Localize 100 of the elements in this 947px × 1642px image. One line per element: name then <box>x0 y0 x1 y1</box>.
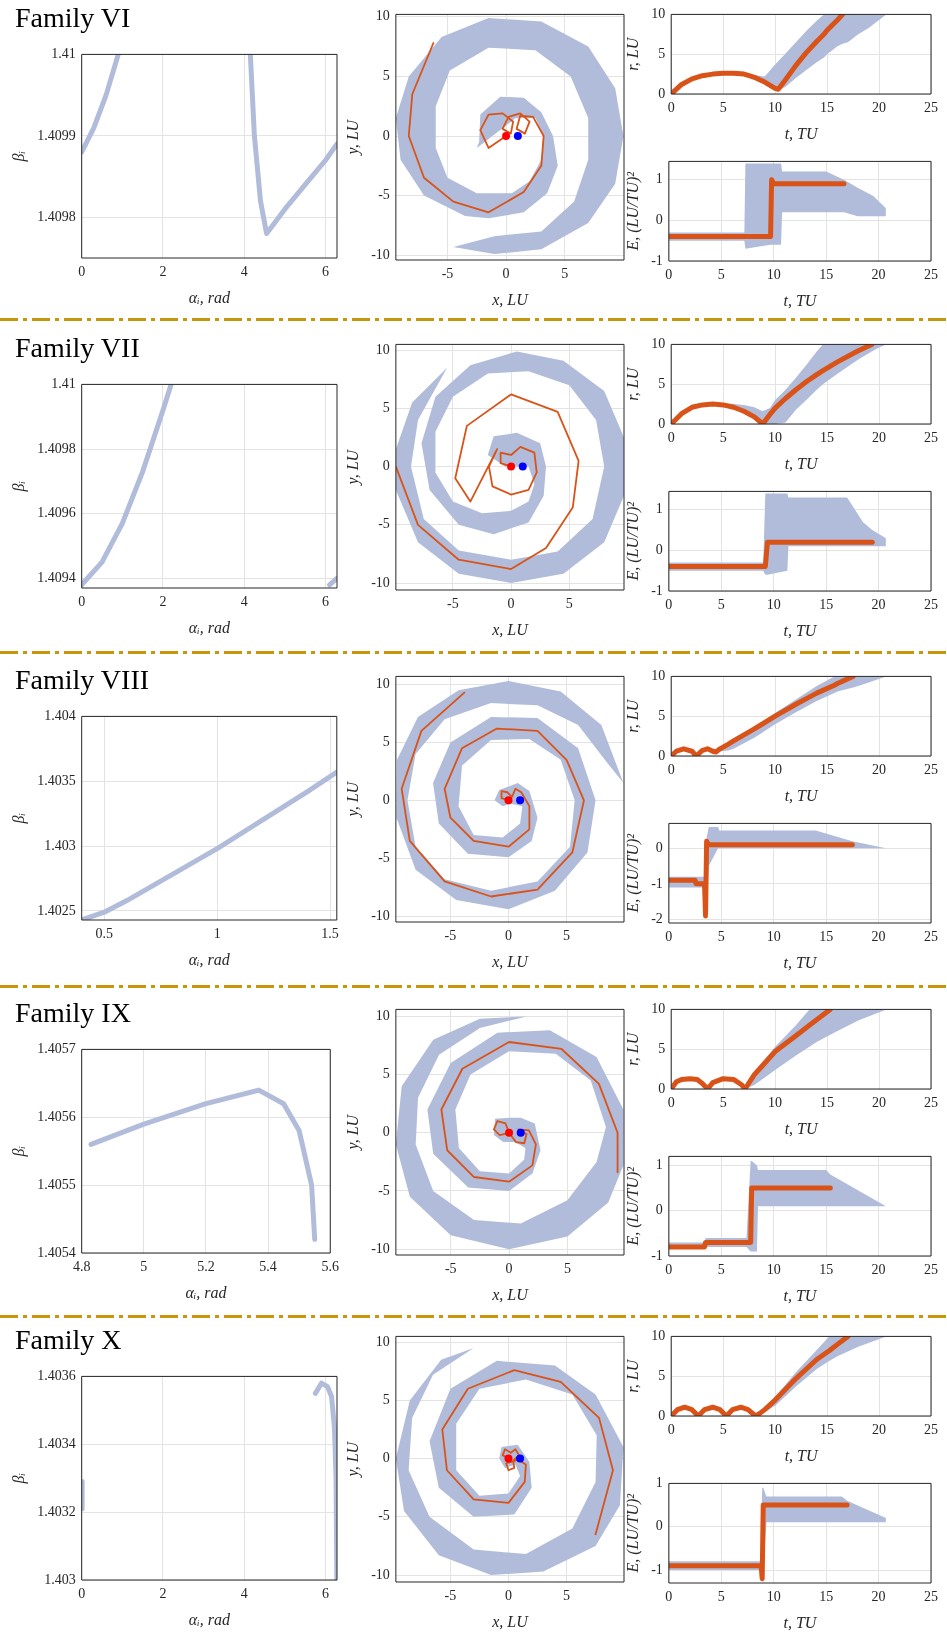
x-tick-label: 0 <box>504 1588 512 1604</box>
x-axis-title: t, TU <box>784 454 819 472</box>
chart-title: Family VI <box>15 2 131 34</box>
y-tick-label: 1.4032 <box>37 1503 76 1519</box>
x-tick-label: 0 <box>507 596 515 612</box>
y-tick-label: 0 <box>382 1124 390 1140</box>
chart-title: Family VIII <box>15 664 150 696</box>
y-axis-title: y, LU <box>343 1113 362 1152</box>
x-tick-label: -5 <box>441 266 454 282</box>
x-tick-label: 10 <box>768 100 783 116</box>
y-axis-title: y, LU <box>343 448 362 487</box>
x-tick-label: 25 <box>924 762 938 778</box>
x-tick-label: 15 <box>819 929 834 945</box>
x-tick-label: 0 <box>504 928 512 944</box>
y-tick-label: -1 <box>651 875 663 891</box>
y-tick-label: 1 <box>655 501 663 517</box>
y-tick-label: 0 <box>382 1450 390 1466</box>
x-tick-label: 15 <box>819 597 834 613</box>
chart-title: Family VII <box>15 332 140 364</box>
x-tick-label: 5 <box>717 597 725 613</box>
y-tick-label: -1 <box>651 1561 663 1577</box>
y-tick-label: -10 <box>371 574 390 590</box>
x-tick-label: 5 <box>719 1422 727 1438</box>
y-axis-title: E, (LU/TU)² <box>623 832 642 914</box>
y-tick-label: -2 <box>651 911 663 927</box>
x-axis-title: x, LU <box>491 952 530 970</box>
x-tick-label: 1.5 <box>321 926 339 942</box>
y-tick-label: 0 <box>655 542 663 558</box>
y-tick-label: -1 <box>651 582 663 598</box>
x-tick-label: 0 <box>78 264 86 280</box>
x-tick-label: 10 <box>768 430 783 446</box>
y-tick-label: 1 <box>655 171 663 187</box>
y-tick-label: 0 <box>658 1407 666 1423</box>
y-tick-label: 1.404 <box>44 708 76 724</box>
y-tick-label: 0 <box>655 212 663 228</box>
x-tick-label: 20 <box>872 1095 887 1111</box>
y-tick-label: -5 <box>378 516 390 532</box>
y-axis-title: βᵢ <box>9 480 28 493</box>
x-tick-label: 10 <box>766 597 781 613</box>
y-axis-title: y, LU <box>343 118 362 157</box>
y-axis-title: E, (LU/TU)² <box>623 170 642 252</box>
x-tick-label: 5.2 <box>197 1259 215 1275</box>
x-tick-label: 20 <box>871 267 886 283</box>
y-tick-label: 5 <box>658 375 666 391</box>
x-tick-label: 15 <box>820 1095 835 1111</box>
x-axis-title: αᵢ, rad <box>188 618 231 636</box>
y-tick-label: -5 <box>378 849 390 865</box>
y-axis-title: E, (LU/TU)² <box>623 500 642 582</box>
y-tick-label: 0 <box>655 1202 663 1218</box>
x-tick-label: 20 <box>872 1422 887 1438</box>
x-tick-label: 5 <box>565 596 573 612</box>
x-tick-label: 5.4 <box>259 1259 277 1275</box>
chart-title: Family IX <box>15 997 131 1029</box>
y-tick-label: -1 <box>651 1247 663 1263</box>
x-tick-label: 5 <box>717 267 725 283</box>
x-tick-label: 5 <box>717 929 725 945</box>
y-tick-label: 1.4025 <box>37 902 76 918</box>
y-tick-label: -1 <box>651 252 663 268</box>
x-axis-title: t, TU <box>784 1446 819 1464</box>
y-tick-label: -5 <box>378 187 390 203</box>
y-tick-label: 0 <box>658 85 666 101</box>
x-tick-label: 0.5 <box>95 926 114 942</box>
x-tick-label: 5 <box>563 928 571 944</box>
y-tick-label: -10 <box>371 1240 390 1256</box>
y-tick-label: -5 <box>378 1182 390 1198</box>
y-tick-label: 10 <box>651 336 666 352</box>
x-tick-label: 10 <box>768 762 783 778</box>
x-tick-label: 15 <box>820 100 835 116</box>
x-tick-label: 5 <box>719 762 727 778</box>
y-axis-title: r, LU <box>623 698 641 733</box>
x-tick-label: 20 <box>872 100 887 116</box>
x-tick-label: -5 <box>444 1261 457 1277</box>
y-axis-title: βᵢ <box>9 150 28 163</box>
x-tick-label: 2 <box>159 264 167 280</box>
x-tick-label: 4 <box>240 264 248 280</box>
x-axis-title: αᵢ, rad <box>185 1283 228 1301</box>
x-axis-title: t, TU <box>783 291 818 309</box>
y-tick-label: 0 <box>655 839 663 855</box>
y-tick-label: 0 <box>658 1080 666 1096</box>
x-tick-label: 15 <box>819 1589 834 1605</box>
y-tick-label: 10 <box>651 1328 666 1344</box>
x-tick-label: 25 <box>924 1095 938 1111</box>
x-tick-label: 10 <box>766 1589 781 1605</box>
x-tick-label: 20 <box>871 929 886 945</box>
y-tick-label: 1.4057 <box>37 1041 76 1057</box>
x-tick-label: 15 <box>819 267 834 283</box>
x-tick-label: 10 <box>766 929 781 945</box>
x-tick-label: 25 <box>924 1589 938 1605</box>
x-tick-label: 6 <box>322 1586 329 1602</box>
x-tick-label: 0 <box>78 1586 86 1602</box>
x-tick-label: 25 <box>924 929 938 945</box>
x-tick-label: 5 <box>719 1095 727 1111</box>
y-tick-label: -10 <box>371 907 390 923</box>
x-axis-title: t, TU <box>784 1119 819 1137</box>
y-axis-title: r, LU <box>623 366 641 401</box>
y-axis-title: βᵢ <box>9 812 28 825</box>
y-tick-label: 0 <box>382 792 390 808</box>
y-tick-label: 5 <box>382 1392 390 1408</box>
x-axis-title: t, TU <box>783 621 818 639</box>
x-tick-label: 25 <box>924 430 938 446</box>
